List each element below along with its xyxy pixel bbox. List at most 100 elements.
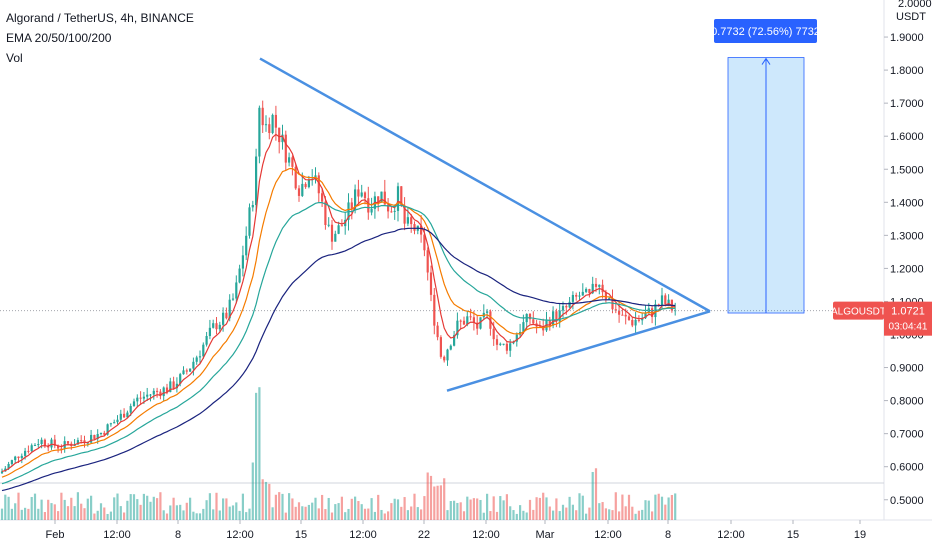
time-axis[interactable]: Feb 12:00 8 12:00 15 12:00 22 12:00 Mar 12:00 8 12:… — [46, 520, 867, 541]
candle-body — [195, 357, 198, 362]
candle-body — [499, 343, 502, 345]
volume-bar — [453, 500, 456, 520]
volume-bar — [182, 510, 185, 520]
candle-body — [271, 114, 274, 134]
candle-body — [113, 422, 116, 424]
volume-bar — [66, 506, 70, 520]
volume-bar — [519, 505, 522, 520]
candle-body — [614, 309, 617, 311]
candle-body — [357, 189, 360, 197]
candle-body — [459, 320, 462, 322]
volume-bar — [218, 510, 221, 520]
volume-bar — [50, 503, 53, 520]
volume-bar — [472, 498, 475, 520]
candle-body — [515, 334, 518, 342]
volume-bar — [304, 506, 307, 520]
symbol-title[interactable]: Algorand / TetherUS, 4h, BINANCE — [6, 11, 194, 25]
x-tick-label: Feb — [46, 529, 65, 541]
volume-indicator-label[interactable]: Vol — [6, 51, 23, 65]
volume-bar — [317, 508, 320, 520]
candle-body — [278, 127, 281, 143]
projection-arrow-head — [761, 57, 771, 65]
price-badge — [884, 301, 932, 336]
volume-bar — [377, 494, 380, 520]
x-tick-label: 12:00 — [226, 529, 254, 541]
candle-body — [228, 299, 231, 319]
volume-bar — [156, 498, 159, 520]
volume-bar — [169, 505, 172, 520]
volume-bar — [479, 499, 482, 520]
candle-body — [215, 323, 218, 330]
volume-bar — [297, 502, 301, 520]
candle-body — [132, 401, 136, 407]
volume-bar — [347, 508, 350, 520]
volume-bar — [14, 503, 17, 520]
currency-label: USDT — [896, 11, 926, 23]
candle-body — [182, 370, 185, 375]
candle-body — [50, 439, 53, 448]
candle-body — [367, 198, 370, 213]
candle-body — [43, 439, 46, 446]
candle-body — [575, 294, 578, 297]
candle-body — [261, 107, 264, 126]
projection-label: 0.7732 (72.56%) 7732 — [711, 26, 820, 38]
candle-body — [192, 361, 195, 369]
candle-body — [231, 298, 235, 300]
candle-body — [363, 192, 367, 199]
volume-bar — [462, 511, 466, 520]
y-tick-label: 0.6000 — [890, 462, 924, 474]
volume-bar — [571, 504, 574, 520]
candle-body — [274, 114, 277, 128]
candle-body — [492, 328, 495, 340]
candle-body — [238, 268, 241, 283]
volume-bar — [321, 494, 324, 520]
candle-body — [185, 370, 188, 372]
price-axis[interactable]: 1.9000 1.8000 1.7000 1.6000 1.5000 1.4000 1.30… — [831, 0, 932, 507]
volume-bar — [83, 508, 86, 520]
candle-body — [334, 233, 337, 242]
candle-body — [165, 387, 169, 393]
candle-body — [251, 205, 254, 208]
candle-body — [433, 294, 436, 326]
candle-body — [453, 335, 456, 346]
candle-body — [456, 320, 459, 336]
ema-indicator-label[interactable]: EMA 20/50/100/200 — [6, 31, 112, 45]
candle-body — [330, 224, 334, 242]
volume-bar — [212, 509, 215, 520]
candle-body — [129, 406, 132, 413]
candle-body — [340, 225, 343, 227]
candle-body — [400, 186, 403, 206]
candle-body — [179, 374, 182, 384]
candle-body — [552, 311, 555, 326]
volume-bar — [136, 499, 139, 520]
candle-body — [175, 383, 178, 389]
candle-body — [37, 444, 40, 446]
volume-bar — [43, 512, 46, 520]
volume-bar — [664, 504, 667, 520]
candle-body — [624, 314, 627, 317]
candle-body — [585, 289, 588, 292]
volume-bar — [429, 475, 433, 520]
candle-body — [109, 423, 112, 425]
volume-bar — [433, 486, 436, 520]
volume-bar — [525, 512, 528, 520]
candle-body — [598, 284, 601, 287]
ema-lines — [1, 133, 676, 492]
volume-bar — [271, 507, 274, 520]
volume-bar — [139, 504, 142, 520]
volume-bar — [459, 502, 462, 520]
volume-bar — [202, 508, 205, 520]
candle-body — [387, 204, 390, 212]
candle-body — [159, 391, 162, 397]
candle-body — [410, 217, 413, 225]
volume-bar — [502, 500, 505, 520]
y-tick-label: 0.8000 — [890, 396, 924, 408]
volume-bar — [208, 493, 211, 520]
volume-bar — [634, 513, 637, 520]
candle-body — [423, 234, 426, 251]
volume-bar — [588, 507, 591, 520]
candle-body — [156, 390, 159, 392]
volume-bar — [538, 497, 541, 520]
volume-bar — [301, 506, 304, 520]
